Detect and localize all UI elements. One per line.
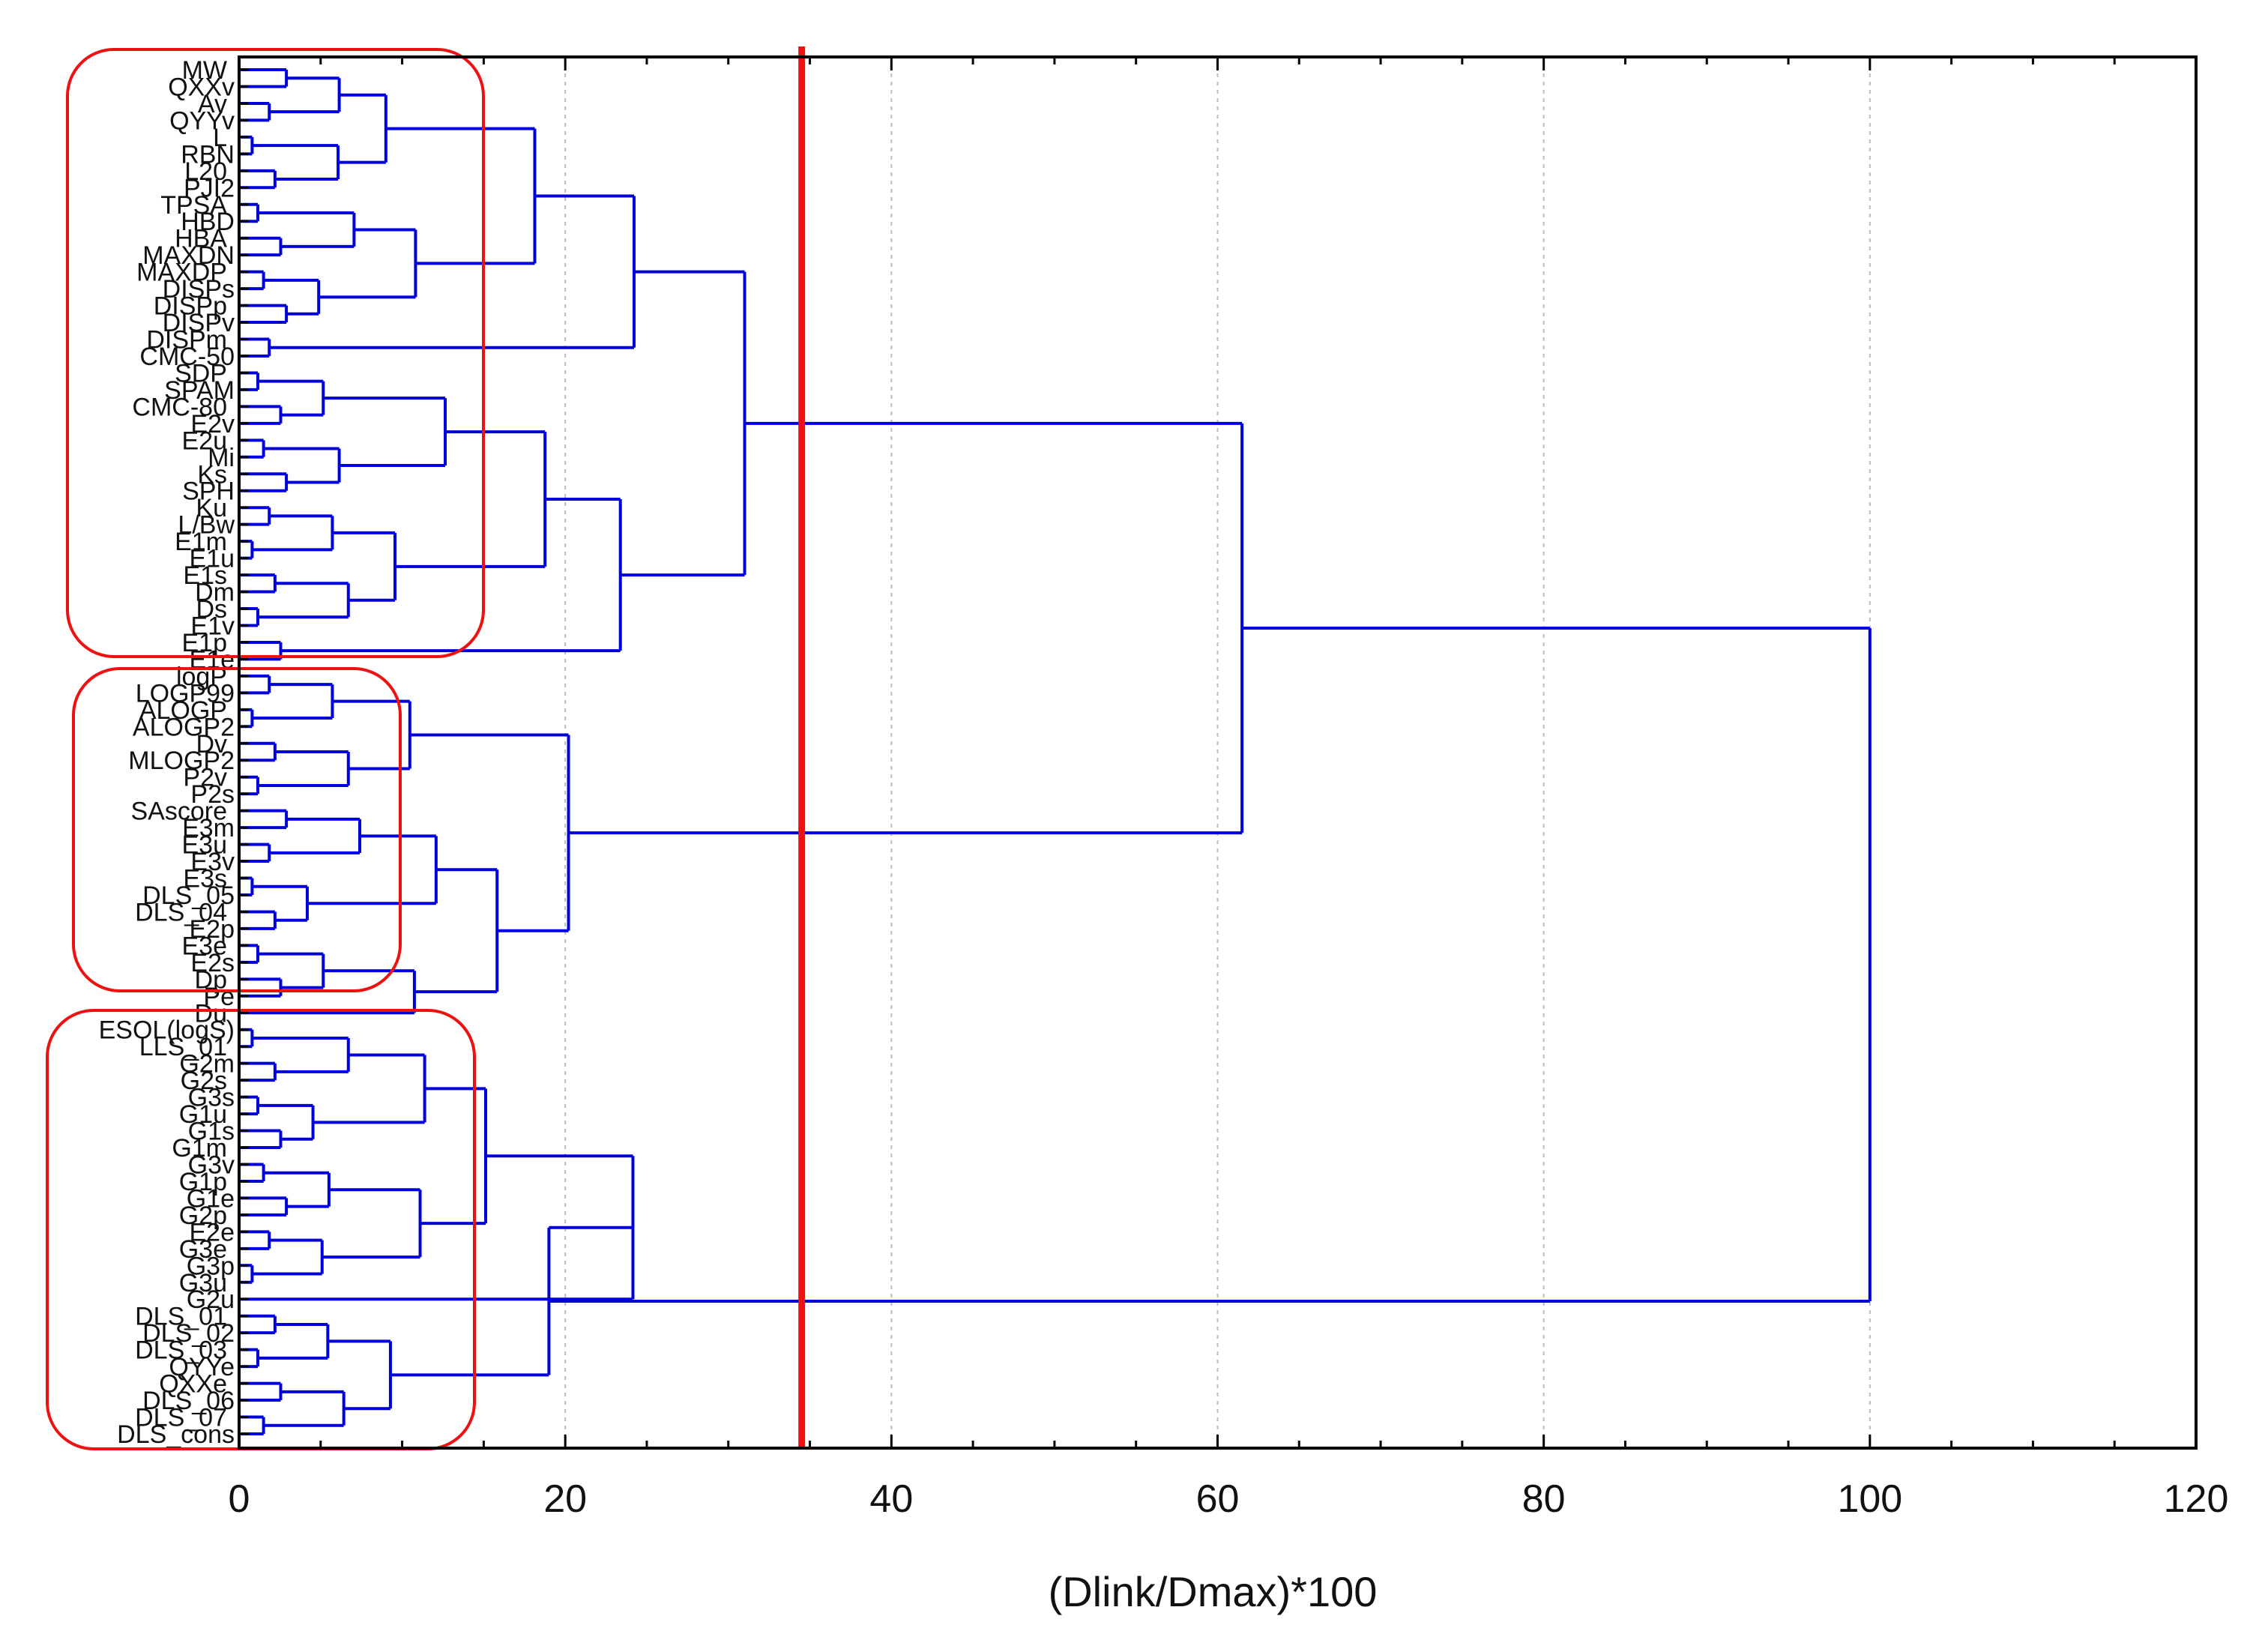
x-tick-label: 100 <box>1837 1477 1902 1521</box>
leaf-label: G3v <box>188 1151 235 1179</box>
x-tick-label: 120 <box>2164 1477 2229 1521</box>
leaf-label: SPH <box>182 477 235 506</box>
leaf-label: QYYv <box>169 106 235 135</box>
leaf-label: G1p <box>179 1168 227 1196</box>
leaf-label: DLS_cons <box>117 1420 235 1449</box>
leaf-label: LLS_01 <box>139 1033 227 1061</box>
leaf-label: DLS_01 <box>135 1303 227 1331</box>
leaf-label: G3e <box>179 1235 227 1264</box>
leaf-label: E2p <box>190 915 235 944</box>
leaf-label: HBD <box>181 208 235 236</box>
leaf-label: G3s <box>188 1084 235 1112</box>
leaf-label: MW <box>182 56 227 85</box>
leaf-label: E1m <box>175 528 227 556</box>
leaf-label: E1s <box>183 561 227 590</box>
leaf-label: G2s <box>181 1067 227 1095</box>
leaf-label: G3p <box>187 1252 235 1280</box>
leaf-label: DISPp <box>154 292 227 321</box>
leaf-label: TPSA <box>160 191 227 220</box>
leaf-label: G2m <box>179 1050 235 1079</box>
leaf-label: Du <box>195 999 227 1028</box>
leaf-label: CMC-80 <box>132 393 227 421</box>
leaf-label: E2s <box>190 949 235 977</box>
x-axis-title: (Dlink/Dmax)*100 <box>1049 1568 1378 1615</box>
leaf-label: MAXDP <box>136 259 227 287</box>
leaf-label: E3e <box>182 932 228 960</box>
x-tick-label: 80 <box>1522 1477 1566 1521</box>
leaf-label: Dv <box>196 730 227 759</box>
leaf-label: SPAM <box>164 376 235 405</box>
leaf-label: E2u <box>182 426 228 455</box>
leaf-label: HBA <box>175 225 227 253</box>
leaf-label: Ku <box>196 494 227 522</box>
leaf-label: CMC-50 <box>139 343 235 371</box>
leaf-label: SDP <box>175 359 227 388</box>
leaf-label: E2e <box>190 1218 235 1246</box>
leaf-label: DLS_04 <box>135 898 227 926</box>
leaf-label: G1e <box>187 1184 235 1213</box>
leaf-label: DISPv <box>163 309 235 337</box>
leaf-label: G1u <box>179 1100 227 1129</box>
leaf-label: QXXv <box>168 73 235 101</box>
x-tick-label: 60 <box>1196 1477 1240 1521</box>
leaf-label: G1m <box>172 1134 227 1163</box>
leaf-label: E1u <box>190 545 235 573</box>
leaf-label: P2s <box>190 780 235 809</box>
leaf-label: PJI2 <box>184 174 235 202</box>
leaf-label: ALOGP2 <box>133 713 235 741</box>
leaf-label: E3s <box>183 865 227 893</box>
leaf-label: E3u <box>182 831 228 860</box>
leaf-label: E1v <box>190 612 235 640</box>
plot-frame <box>238 55 2198 1450</box>
leaf-label: P2v <box>183 764 227 792</box>
cluster-outline <box>72 667 402 992</box>
leaf-label: DLS_07 <box>135 1404 227 1432</box>
x-tick-label: 20 <box>543 1477 587 1521</box>
leaf-label: L <box>213 124 227 152</box>
leaf-label: Ds <box>196 595 227 624</box>
leaf-label: DLS_05 <box>142 881 235 910</box>
leaf-label: DLS_02 <box>142 1319 235 1348</box>
cluster-outline <box>66 48 485 658</box>
leaf-labels: MWQXXvAvQYYvLRBNL20PJI2TPSAHBDHBAMAXDNMA… <box>99 56 235 1449</box>
leaf-label: E3m <box>182 814 235 842</box>
leaf-label: SAscore <box>131 798 228 826</box>
leaf-label: E1p <box>182 629 228 657</box>
leaf-label: E2v <box>190 410 235 438</box>
leaf-label: G3u <box>179 1269 227 1297</box>
leaf-label: MAXDN <box>142 241 235 270</box>
leaf-label: ESOL(logS) <box>99 1016 235 1045</box>
leaf-label: DISPs <box>163 275 235 304</box>
x-tick-label: 0 <box>229 1477 250 1521</box>
leaf-label: Mi <box>208 444 235 472</box>
leaf-label: Dm <box>195 579 235 607</box>
leaf-label: DLS_03 <box>135 1336 227 1365</box>
leaf-label: Av <box>198 90 227 118</box>
leaf-label: Ks <box>197 460 227 489</box>
leaf-label: L/Bw <box>178 511 235 540</box>
leaf-label: G1s <box>188 1118 235 1146</box>
leaf-label: G2p <box>179 1202 227 1230</box>
x-tick-label: 40 <box>869 1477 913 1521</box>
leaf-label: DISPm <box>146 326 227 355</box>
leaf-label: MLOGP2 <box>128 747 235 775</box>
leaf-label: Pe <box>203 983 235 1011</box>
leaf-label: G2u <box>187 1285 235 1314</box>
leaf-label: E3v <box>190 848 235 876</box>
leaf-label: QXXe <box>159 1370 227 1399</box>
leaf-label: L20 <box>184 157 227 186</box>
leaf-label: ALOGP <box>139 696 227 725</box>
leaf-label: RBN <box>181 140 235 169</box>
leaf-label: DLS_06 <box>142 1387 235 1415</box>
leaf-label: QYYe <box>169 1353 235 1381</box>
x-tick-labels: 0 20 40 60 80 100 120 <box>229 1477 2229 1521</box>
leaf-label: LOGP99 <box>136 679 235 708</box>
